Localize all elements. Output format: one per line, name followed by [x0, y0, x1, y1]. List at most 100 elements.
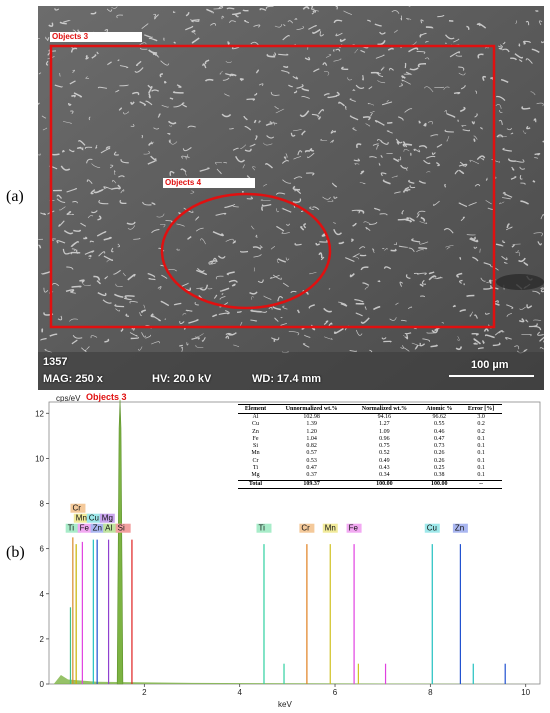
fracture-feature	[399, 83, 403, 87]
fracture-feature	[87, 215, 94, 219]
peak-label-fe: Fe	[346, 523, 362, 533]
fracture-feature	[377, 139, 383, 142]
fracture-feature	[395, 302, 399, 306]
fracture-feature	[495, 104, 502, 109]
table-row: Mn 0.57 0.52 0.26 0.1	[238, 450, 502, 457]
fracture-feature	[327, 199, 334, 202]
peak-label-al: Al	[103, 523, 119, 533]
fracture-feature	[252, 166, 256, 171]
fracture-feature	[506, 223, 511, 229]
fracture-feature	[333, 222, 336, 224]
fracture-feature	[349, 273, 355, 278]
table-header-row: Element Unnormalized wt.% Normalized wt.…	[238, 404, 502, 414]
fracture-feature	[68, 149, 75, 153]
fracture-feature	[288, 84, 293, 88]
fracture-feature	[157, 286, 162, 290]
fracture-feature	[173, 302, 182, 306]
fracture-feature	[71, 339, 78, 345]
fracture-feature	[185, 12, 190, 17]
fracture-feature	[359, 182, 366, 185]
table-row: Zn 1.20 1.09 0.46 0.2	[238, 429, 502, 436]
fracture-feature	[38, 102, 40, 106]
fracture-feature	[100, 147, 111, 154]
fracture-feature	[70, 110, 74, 115]
fracture-feature	[209, 260, 217, 263]
fracture-feature	[249, 291, 258, 295]
fracture-feature	[417, 63, 427, 68]
fracture-feature	[90, 189, 96, 195]
fracture-feature	[444, 129, 454, 133]
fracture-feature	[81, 347, 87, 352]
fracture-feature	[281, 70, 290, 75]
fracture-feature	[460, 85, 466, 90]
fracture-feature	[473, 342, 478, 345]
fracture-feature	[66, 211, 72, 216]
fracture-feature	[381, 101, 393, 106]
fracture-feature	[449, 51, 461, 58]
fracture-feature	[393, 242, 398, 246]
fracture-feature	[428, 271, 435, 275]
fracture-feature	[231, 283, 236, 287]
fracture-feature	[474, 184, 481, 187]
cell: 0.57	[306, 450, 317, 457]
fracture-feature	[96, 280, 101, 285]
peak-label-text: Zn	[93, 524, 102, 533]
fracture-feature	[148, 87, 153, 94]
fracture-feature	[333, 327, 344, 334]
fracture-feature	[453, 92, 461, 95]
col-unnormalized: Unnormalized wt.%	[272, 404, 351, 414]
fracture-feature	[322, 62, 328, 66]
fracture-feature	[164, 80, 167, 84]
fracture-feature	[378, 162, 381, 166]
fracture-feature	[460, 216, 465, 222]
cell: 3.0	[477, 414, 485, 420]
fracture-feature	[111, 247, 114, 253]
al-main-peak	[116, 399, 124, 685]
fracture-feature	[518, 318, 525, 323]
fracture-feature	[532, 290, 541, 295]
fracture-feature	[431, 152, 436, 155]
fracture-feature	[80, 222, 87, 227]
fracture-feature	[86, 346, 90, 350]
fracture-feature	[400, 319, 407, 322]
fracture-feature	[470, 236, 476, 240]
fracture-feature	[150, 155, 157, 161]
fracture-feature	[294, 188, 302, 195]
fracture-feature	[194, 301, 199, 306]
fracture-feature	[315, 242, 321, 246]
fracture-feature	[72, 201, 79, 204]
fracture-feature	[498, 119, 503, 125]
fracture-feature	[444, 109, 447, 114]
fracture-feature	[48, 22, 54, 27]
fracture-feature	[469, 159, 480, 165]
fracture-feature	[232, 203, 239, 208]
fracture-feature	[418, 120, 421, 124]
fracture-feature	[533, 118, 537, 123]
fracture-feature	[459, 309, 466, 313]
cell: 0.1	[477, 443, 485, 450]
fracture-feature	[413, 272, 419, 275]
fracture-feature	[272, 52, 277, 56]
fracture-feature	[361, 74, 364, 81]
fracture-feature	[355, 312, 363, 317]
fracture-feature	[523, 40, 531, 43]
col-atomic: Atomic %	[418, 404, 461, 414]
fracture-feature	[364, 286, 369, 290]
fracture-feature	[419, 342, 426, 347]
fracture-feature	[471, 333, 479, 336]
fracture-feature	[270, 246, 275, 250]
fracture-feature	[199, 167, 210, 172]
peak-label-zn: Zn	[452, 523, 468, 533]
col-normalized: Normalized wt.%	[350, 404, 419, 414]
fracture-feature	[160, 60, 170, 66]
fracture-feature	[147, 160, 157, 165]
fracture-feature	[73, 229, 82, 232]
fracture-feature	[514, 53, 523, 59]
cell: Ti	[252, 465, 259, 472]
fracture-feature	[532, 180, 536, 183]
cell: 0.47	[306, 465, 317, 472]
fracture-feature	[370, 71, 380, 75]
fracture-feature	[202, 63, 207, 69]
fracture-feature	[213, 294, 218, 299]
fracture-feature	[364, 306, 367, 310]
